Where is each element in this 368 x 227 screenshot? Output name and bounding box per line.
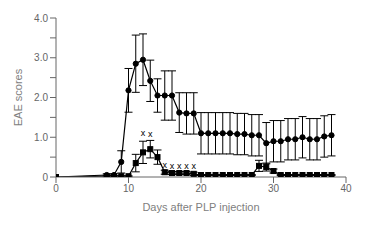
svg-text:x: x — [192, 161, 197, 171]
svg-text:2.0: 2.0 — [34, 92, 48, 103]
svg-text:x: x — [177, 161, 182, 171]
svg-text:3.0: 3.0 — [34, 52, 48, 63]
svg-text:40: 40 — [340, 183, 352, 194]
svg-text:x: x — [148, 129, 153, 139]
svg-text:4.0: 4.0 — [34, 13, 48, 24]
svg-text:x: x — [141, 128, 146, 138]
svg-text:Days after PLP injection: Days after PLP injection — [142, 201, 259, 213]
svg-text:20: 20 — [195, 183, 207, 194]
svg-text:0: 0 — [53, 183, 59, 194]
svg-text:30: 30 — [268, 183, 280, 194]
svg-text:0: 0 — [42, 172, 48, 183]
svg-text:x: x — [184, 161, 189, 171]
svg-text:10: 10 — [123, 183, 135, 194]
svg-text:x: x — [170, 161, 175, 171]
svg-text:x: x — [163, 160, 168, 170]
svg-text:1.0: 1.0 — [34, 132, 48, 143]
svg-text:EAE scores: EAE scores — [12, 68, 24, 126]
